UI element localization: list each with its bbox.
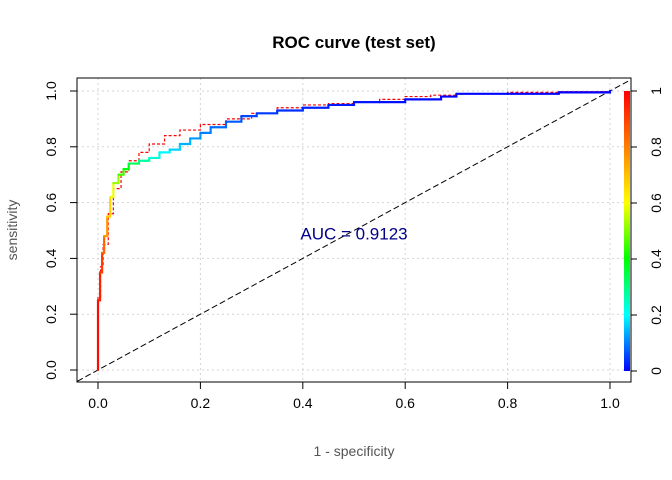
x-tick-label: 0.0 bbox=[88, 395, 108, 411]
grid-lines bbox=[77, 78, 631, 382]
roc-curve-segment bbox=[137, 156, 151, 162]
roc-curve-segment bbox=[240, 112, 258, 118]
roc-curve-segment bbox=[189, 131, 202, 140]
colorbar-tick-label: 0.8 bbox=[648, 137, 664, 157]
roc-curve-segment bbox=[109, 181, 115, 199]
colorbar-ticks: 0 0.2 0.4 0.6 0.8 1 bbox=[631, 87, 664, 375]
plot-frame bbox=[76, 77, 632, 383]
y-axis-label: sensitivity bbox=[4, 200, 20, 261]
chart-title: ROC curve (test set) bbox=[272, 33, 435, 52]
roc-curve-segment bbox=[158, 148, 171, 154]
roc-curve-segment bbox=[98, 251, 104, 274]
y-axis: 0.0 0.2 0.4 0.6 0.8 1.0 bbox=[43, 81, 77, 380]
y-tick-label: 0.2 bbox=[43, 304, 59, 324]
roc-curve-segment bbox=[117, 168, 125, 176]
series-layer bbox=[77, 79, 631, 382]
roc-curve-segment bbox=[178, 137, 192, 146]
roc-curve-segment bbox=[168, 142, 182, 151]
diagonal-reference-line bbox=[77, 79, 631, 382]
y-tick-label: 0.8 bbox=[43, 137, 59, 157]
colorbar bbox=[624, 91, 630, 371]
y-tick-label: 0.4 bbox=[43, 248, 59, 268]
y-tick-label: 0.0 bbox=[43, 360, 59, 380]
colorbar-tick-label: 0.4 bbox=[648, 249, 664, 269]
roc-curve-segment bbox=[148, 151, 161, 160]
colorbar-tick-label: 0.6 bbox=[648, 193, 664, 213]
x-tick-label: 1.0 bbox=[600, 395, 620, 411]
x-axis-label: 1 - specificity bbox=[314, 443, 395, 459]
auc-annotation: AUC = 0.9123 bbox=[300, 224, 407, 243]
roc-curve-segment bbox=[106, 195, 112, 218]
roc-curve-segment bbox=[112, 173, 120, 185]
x-axis: 0.0 0.2 0.4 0.6 0.8 1.0 bbox=[88, 382, 620, 411]
x-tick-label: 0.6 bbox=[395, 395, 415, 411]
roc-curve-segment bbox=[255, 109, 279, 115]
roc-curve-segment bbox=[96, 271, 102, 302]
roc-curve-segment bbox=[103, 215, 109, 238]
colorbar-tick-label: 0.2 bbox=[648, 305, 664, 325]
roc-curve-segment bbox=[199, 126, 212, 134]
roc-curve-segment bbox=[224, 115, 243, 123]
roc-curve-segment bbox=[122, 162, 130, 171]
y-tick-label: 0.6 bbox=[43, 193, 59, 213]
roc-curve-segment bbox=[557, 89, 612, 94]
colorbar-tick-label: 1 bbox=[648, 87, 664, 95]
colorbar-tick-label: 0 bbox=[648, 367, 664, 375]
x-tick-label: 0.2 bbox=[191, 395, 211, 411]
roc-curve-segment bbox=[209, 120, 228, 129]
roc-curve-segment bbox=[100, 234, 106, 254]
x-tick-label: 0.4 bbox=[293, 395, 313, 411]
x-tick-label: 0.8 bbox=[498, 395, 518, 411]
y-tick-label: 1.0 bbox=[43, 81, 59, 101]
